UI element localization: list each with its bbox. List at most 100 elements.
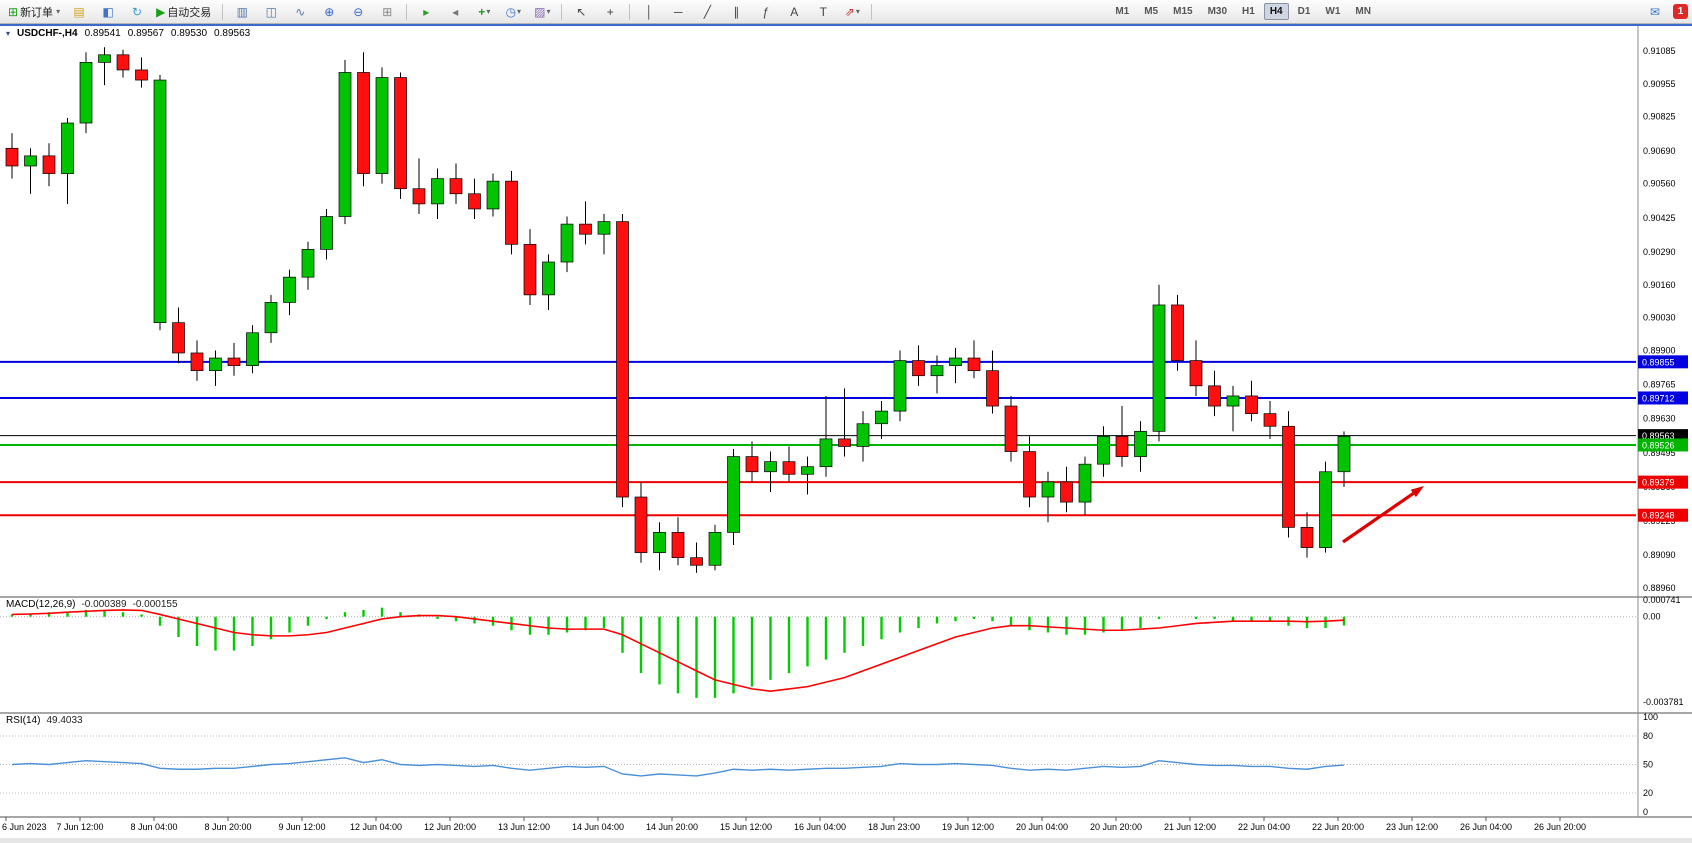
channel-icon: ∥ <box>733 4 740 19</box>
notification-badge[interactable]: 1 <box>1673 4 1688 19</box>
horizontal-line-icon: ─ <box>674 4 683 19</box>
svg-text:0.90290: 0.90290 <box>1643 247 1676 257</box>
toolbar-spacer <box>877 11 1107 12</box>
timeframe-h4-button[interactable]: H4 <box>1263 3 1289 20</box>
caret-down-icon: ▾ <box>56 7 61 16</box>
svg-text:18 Jun 23:00: 18 Jun 23:00 <box>868 822 920 832</box>
channel-button[interactable]: ∥ <box>722 1 750 23</box>
toolbar-separator <box>222 3 224 20</box>
svg-text:50: 50 <box>1643 760 1653 770</box>
trendline-button[interactable]: ╱ <box>693 1 721 23</box>
macd-indicator <box>0 607 1636 698</box>
text-button[interactable]: A <box>780 1 808 23</box>
svg-text:0.88960: 0.88960 <box>1643 583 1676 593</box>
chart-shift-icon: ◂ <box>452 4 459 19</box>
symbol-marker-icon: ▾ <box>6 29 11 38</box>
svg-text:8 Jun 04:00: 8 Jun 04:00 <box>130 822 177 832</box>
toolbar: ⊞ 新订单 ▾ ▤ ◧ ↻ ▶ 自动交易 ▥ ◫ ∿ ⊕ ⊖ <box>0 0 1692 24</box>
timeframe-m30-button[interactable]: M30 <box>1207 6 1228 17</box>
zoom-out-icon: ⊖ <box>353 4 364 19</box>
templates-icon: ▨ <box>534 4 546 19</box>
svg-text:0.89855: 0.89855 <box>1642 357 1675 367</box>
new-order-icon: ⊞ <box>8 4 19 19</box>
svg-text:0.90690: 0.90690 <box>1643 146 1676 156</box>
trend-arrow-annotation[interactable] <box>1342 486 1424 544</box>
svg-text:0.90955: 0.90955 <box>1643 79 1676 89</box>
timeframe-d1-button[interactable]: D1 <box>1297 6 1311 17</box>
svg-text:7 Jun 12:00: 7 Jun 12:00 <box>56 822 103 832</box>
svg-text:15 Jun 12:00: 15 Jun 12:00 <box>720 822 772 832</box>
svg-text:0.89526: 0.89526 <box>1642 440 1675 450</box>
timeframe-mn-button[interactable]: MN <box>1355 6 1371 17</box>
vertical-line-icon: │ <box>645 4 654 19</box>
svg-text:-0.003781: -0.003781 <box>1643 697 1684 707</box>
symbol-quote: ▾ USDCHF-,H4 0.89541 0.89567 0.89530 0.8… <box>6 28 250 39</box>
toolbar-right-group: ✉ 1 <box>1641 1 1688 23</box>
macd-main-value: -0.000389 <box>81 599 127 610</box>
svg-text:14 Jun 20:00: 14 Jun 20:00 <box>646 822 698 832</box>
svg-text:0.90030: 0.90030 <box>1643 313 1676 323</box>
chart-line-button[interactable]: ∿ <box>286 1 314 23</box>
rsi-label-row: RSI(14) 49.4033 <box>6 715 83 726</box>
macd-signal-value: -0.000155 <box>132 599 178 610</box>
rsi-name: RSI(14) <box>6 715 41 726</box>
new-order-label: 新订单 <box>20 6 54 19</box>
chart-candles-button[interactable]: ◫ <box>257 1 285 23</box>
toolbar-separator <box>871 3 873 20</box>
messages-button[interactable]: ✉ <box>1641 1 1669 23</box>
navigator-button[interactable]: ↻ <box>123 1 151 23</box>
svg-text:100: 100 <box>1643 712 1658 722</box>
vertical-line-button[interactable]: │ <box>635 1 663 23</box>
svg-text:21 Jun 12:00: 21 Jun 12:00 <box>1164 822 1216 832</box>
chart-shift-button[interactable]: ◂ <box>441 1 469 23</box>
auto-trading-label: 自动交易 <box>167 6 212 19</box>
svg-text:12 Jun 20:00: 12 Jun 20:00 <box>424 822 476 832</box>
svg-text:26 Jun 04:00: 26 Jun 04:00 <box>1460 822 1512 832</box>
data-window-button[interactable]: ◧ <box>94 1 122 23</box>
tile-windows-button[interactable]: ⊞ <box>373 1 401 23</box>
zoom-in-button[interactable]: ⊕ <box>315 1 343 23</box>
quote-high: 0.89567 <box>127 28 164 39</box>
periods-clock-icon: ◷ <box>505 4 517 19</box>
market-watch-button[interactable]: ▤ <box>65 1 93 23</box>
indicators-button[interactable]: + ▾ <box>470 1 498 23</box>
panel-frame <box>0 24 1692 818</box>
chart-bars-button[interactable]: ▥ <box>228 1 256 23</box>
support-resistance-lines[interactable] <box>0 360 1636 517</box>
macd-label-row: MACD(12,26,9) -0.000389 -0.000155 <box>6 599 178 610</box>
templates-button[interactable]: ▨ ▾ <box>528 1 556 23</box>
text-icon: A <box>790 4 799 19</box>
horizontal-line-button[interactable]: ─ <box>664 1 692 23</box>
market-watch-icon: ▤ <box>73 4 85 19</box>
svg-text:0.89900: 0.89900 <box>1643 345 1676 355</box>
crosshair-button[interactable]: + <box>596 1 624 23</box>
cursor-button[interactable]: ↖ <box>567 1 595 23</box>
timeframe-m15-button[interactable]: M15 <box>1173 6 1193 17</box>
svg-text:0.89379: 0.89379 <box>1642 478 1675 488</box>
timeframe-h1-button[interactable]: H1 <box>1242 6 1255 17</box>
quote-close: 0.89563 <box>214 28 251 39</box>
new-order-button[interactable]: ⊞ 新订单 ▾ <box>4 1 64 23</box>
timeframe-m5-button[interactable]: M5 <box>1144 6 1159 17</box>
periods-button[interactable]: ◷ ▾ <box>499 1 527 23</box>
timeframe-m1-button[interactable]: M1 <box>1115 6 1130 17</box>
svg-text:22 Jun 20:00: 22 Jun 20:00 <box>1312 822 1364 832</box>
quote-low: 0.89530 <box>170 28 208 39</box>
auto-trading-button[interactable]: ▶ 自动交易 <box>152 1 217 23</box>
time-axis[interactable]: 6 Jun 2023 7 Jun 12:00 8 Jun 04:00 8 Jun 20… <box>2 817 1586 832</box>
auto-scroll-button[interactable]: ▸ <box>412 1 440 23</box>
svg-text:0.90560: 0.90560 <box>1643 179 1676 189</box>
zoom-out-button[interactable]: ⊖ <box>344 1 372 23</box>
fibonacci-button[interactable]: ƒ <box>751 1 779 23</box>
line-chart-icon: ∿ <box>295 4 306 19</box>
shapes-button[interactable]: ⇗ ▾ <box>838 1 866 23</box>
svg-text:13 Jun 12:00: 13 Jun 12:00 <box>498 822 550 832</box>
timeframe-w1-button[interactable]: W1 <box>1325 6 1341 17</box>
svg-text:23 Jun 12:00: 23 Jun 12:00 <box>1386 822 1438 832</box>
caret-down-icon: ▾ <box>486 7 491 16</box>
bottom-edge-strip <box>0 838 1692 843</box>
fibonacci-icon: ƒ <box>761 4 769 19</box>
text-label-button[interactable]: T <box>809 1 837 23</box>
